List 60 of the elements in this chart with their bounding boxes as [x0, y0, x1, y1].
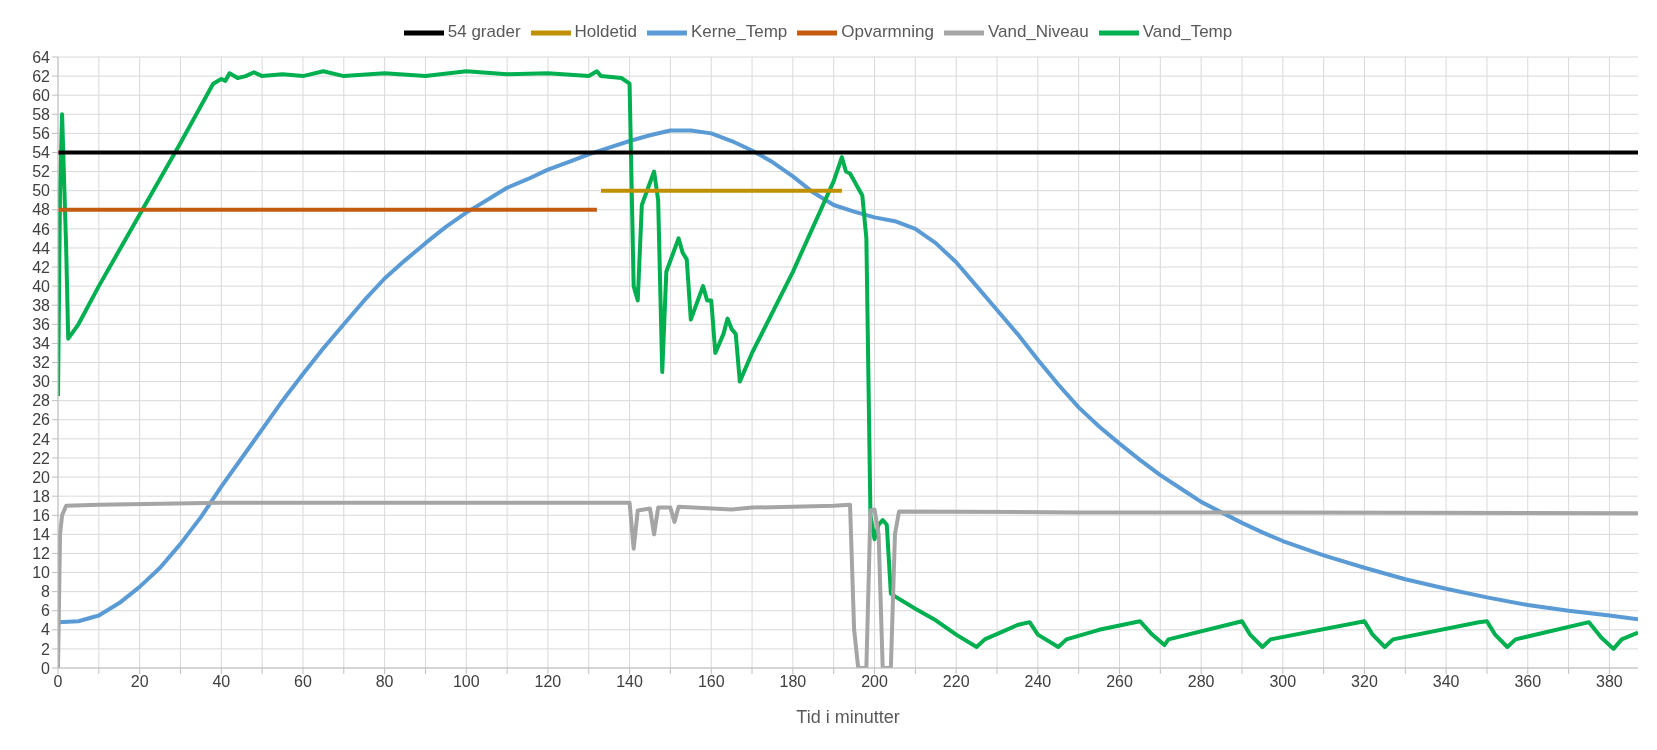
y-tick-label: 52: [32, 163, 51, 181]
x-tick-label: 280: [1187, 673, 1215, 691]
y-tick-label: 18: [32, 487, 51, 505]
x-tick-label: 40: [212, 673, 231, 691]
x-tick-label: 60: [294, 673, 312, 691]
x-tick-label: 240: [1024, 673, 1052, 691]
y-tick-label: 22: [32, 449, 51, 467]
x-tick-label: 140: [616, 673, 644, 691]
legend-label: Vand_Niveau: [987, 22, 1089, 42]
y-tick-label: 56: [32, 125, 51, 143]
y-tick-label: 62: [32, 67, 51, 85]
legend-label: Kerne_Temp: [690, 22, 788, 42]
x-tick-label: 100: [452, 673, 480, 691]
y-tick-label: 28: [32, 392, 51, 410]
x-tick-label: 300: [1269, 673, 1297, 691]
y-tick-label: 60: [32, 86, 51, 104]
x-tick-label: 20: [130, 673, 149, 691]
y-tick-label: 48: [32, 201, 51, 219]
y-tick-label: 44: [32, 239, 51, 257]
y-tick-label: 40: [32, 277, 51, 295]
y-tick-label: 42: [32, 258, 51, 276]
y-tick-label: 2: [41, 640, 51, 658]
y-tick-label: 14: [32, 526, 51, 544]
y-tick-label: 26: [32, 411, 51, 429]
legend-label: Holdetid: [574, 22, 637, 42]
y-tick-label: 8: [41, 583, 51, 601]
x-tick-label: 340: [1432, 673, 1460, 691]
x-tick-label: 320: [1351, 673, 1378, 691]
x-tick-label: 80: [375, 673, 394, 691]
y-tick-label: 16: [32, 506, 51, 524]
y-tick-label: 30: [32, 373, 51, 391]
y-tick-label: 24: [32, 430, 51, 448]
y-tick-label: 64: [32, 48, 51, 66]
y-tick-label: 34: [32, 335, 51, 353]
x-tick-label: 0: [53, 673, 63, 691]
y-tick-label: 36: [32, 315, 51, 333]
y-tick-label: 10: [32, 564, 51, 582]
x-tick-label: 220: [942, 673, 970, 691]
y-tick-label: 12: [32, 545, 51, 563]
x-tick-label: 180: [779, 673, 807, 691]
x-tick-label: 160: [697, 673, 725, 691]
legend-label: Vand_Temp: [1142, 22, 1233, 42]
x-tick-label: 200: [861, 673, 888, 691]
x-tick-label: 260: [1106, 673, 1133, 691]
y-tick-label: 20: [32, 468, 51, 486]
y-tick-label: 46: [32, 220, 51, 238]
y-tick-label: 50: [32, 182, 51, 200]
x-tick-label: 120: [534, 673, 562, 691]
y-tick-label: 0: [41, 659, 51, 677]
x-tick-label: 380: [1596, 673, 1623, 691]
y-tick-label: 54: [32, 144, 51, 162]
x-tick-label: 360: [1514, 673, 1542, 691]
y-tick-label: 58: [32, 105, 51, 123]
legend-label: 54 grader: [447, 22, 521, 42]
x-axis-title: Tid i minutter: [796, 707, 900, 727]
y-tick-label: 6: [41, 602, 51, 620]
y-tick-label: 38: [32, 296, 51, 314]
y-tick-label: 4: [41, 621, 51, 639]
y-tick-label: 32: [32, 354, 51, 372]
legend-label: Opvarmning: [841, 22, 934, 42]
